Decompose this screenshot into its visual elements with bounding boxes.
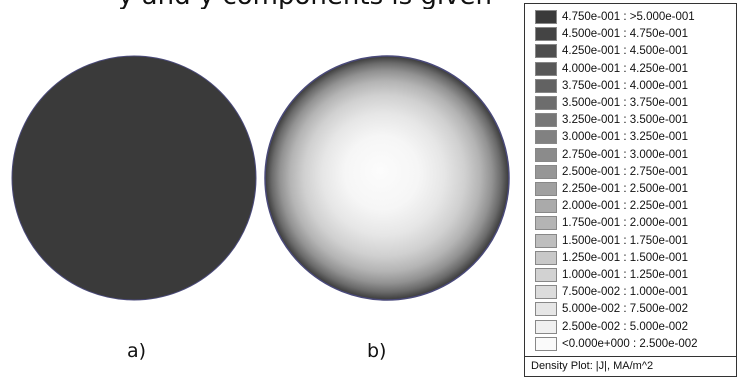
legend-range-label: 2.750e-001 : 3.000e-001: [562, 147, 688, 163]
legend-swatch: [535, 165, 557, 179]
legend-swatch: [535, 285, 557, 299]
legend-swatch: [535, 234, 557, 248]
legend-item: 3.500e-001 : 3.750e-001: [525, 95, 736, 111]
legend-range-label: 4.000e-001 : 4.250e-001: [562, 61, 688, 77]
legend-item: 4.000e-001 : 4.250e-001: [525, 61, 736, 77]
legend-swatch: [535, 251, 557, 265]
legend-swatch: [535, 320, 557, 334]
legend-swatch: [535, 79, 557, 93]
legend-item: 3.000e-001 : 3.250e-001: [525, 129, 736, 145]
legend-item: 2.750e-001 : 3.000e-001: [525, 147, 736, 163]
legend-item: 4.500e-001 : 4.750e-001: [525, 26, 736, 42]
legend-swatch: [535, 62, 557, 76]
legend-range-label: 2.500e-002 : 5.000e-002: [562, 319, 688, 335]
legend-range-label: 4.750e-001 : >5.000e-001: [562, 9, 695, 25]
legend-swatch: [535, 337, 557, 351]
disk-b: [265, 56, 509, 300]
legend-item: 2.250e-001 : 2.500e-001: [525, 181, 736, 197]
legend-item: 4.250e-001 : 4.500e-001: [525, 43, 736, 59]
color-legend: 4.750e-001 : >5.000e-001 4.500e-001 : 4.7…: [524, 3, 737, 377]
legend-item: 1.500e-001 : 1.750e-001: [525, 233, 736, 249]
legend-item: 2.500e-002 : 5.000e-002: [525, 319, 736, 335]
legend-range-label: 1.750e-001 : 2.000e-001: [562, 215, 688, 231]
legend-range-label: 1.250e-001 : 1.500e-001: [562, 250, 688, 266]
legend-range-label: 4.500e-001 : 4.750e-001: [562, 26, 688, 42]
legend-item: 5.000e-002 : 7.500e-002: [525, 301, 736, 317]
legend-caption: Density Plot: |J|, MA/m^2: [525, 356, 736, 376]
legend-range-label: 3.750e-001 : 4.000e-001: [562, 78, 688, 94]
legend-range-label: 5.000e-002 : 7.500e-002: [562, 301, 688, 317]
legend-item: 1.000e-001 : 1.250e-001: [525, 267, 736, 283]
figure-disks: [0, 0, 520, 381]
legend-range-label: 2.250e-001 : 2.500e-001: [562, 181, 688, 197]
legend-range-label: 3.250e-001 : 3.500e-001: [562, 112, 688, 128]
legend-item: 1.750e-001 : 2.000e-001: [525, 215, 736, 231]
legend-swatch: [535, 199, 557, 213]
legend-item: <0.000e+000 : 2.500e-002: [525, 336, 736, 352]
legend-item: 3.750e-001 : 4.000e-001: [525, 78, 736, 94]
legend-item: 4.750e-001 : >5.000e-001: [525, 9, 736, 25]
legend-swatch: [535, 10, 557, 24]
legend-swatch: [535, 268, 557, 282]
legend-item: 2.000e-001 : 2.250e-001: [525, 198, 736, 214]
legend-swatch: [535, 216, 557, 230]
legend-range-label: 7.500e-002 : 1.000e-001: [562, 284, 688, 300]
legend-range-label: 4.250e-001 : 4.500e-001: [562, 43, 688, 59]
legend-swatch: [535, 130, 557, 144]
legend-range-label: 3.500e-001 : 3.750e-001: [562, 95, 688, 111]
caption-b: b): [367, 341, 386, 361]
legend-swatch: [535, 182, 557, 196]
disk-a: [12, 56, 256, 300]
legend-item: 7.500e-002 : 1.000e-001: [525, 284, 736, 300]
legend-range-label: <0.000e+000 : 2.500e-002: [562, 336, 698, 352]
legend-item: 1.250e-001 : 1.500e-001: [525, 250, 736, 266]
legend-swatch: [535, 113, 557, 127]
legend-range-label: 3.000e-001 : 3.250e-001: [562, 129, 688, 145]
legend-item: 3.250e-001 : 3.500e-001: [525, 112, 736, 128]
legend-range-label: 2.000e-001 : 2.250e-001: [562, 198, 688, 214]
caption-a: a): [127, 341, 146, 361]
legend-range-label: 2.500e-001 : 2.750e-001: [562, 164, 688, 180]
legend-swatch: [535, 148, 557, 162]
legend-swatch: [535, 44, 557, 58]
legend-swatch: [535, 27, 557, 41]
legend-swatch: [535, 302, 557, 316]
legend-item: 2.500e-001 : 2.750e-001: [525, 164, 736, 180]
legend-swatch: [535, 96, 557, 110]
legend-range-label: 1.500e-001 : 1.750e-001: [562, 233, 688, 249]
legend-range-label: 1.000e-001 : 1.250e-001: [562, 267, 688, 283]
